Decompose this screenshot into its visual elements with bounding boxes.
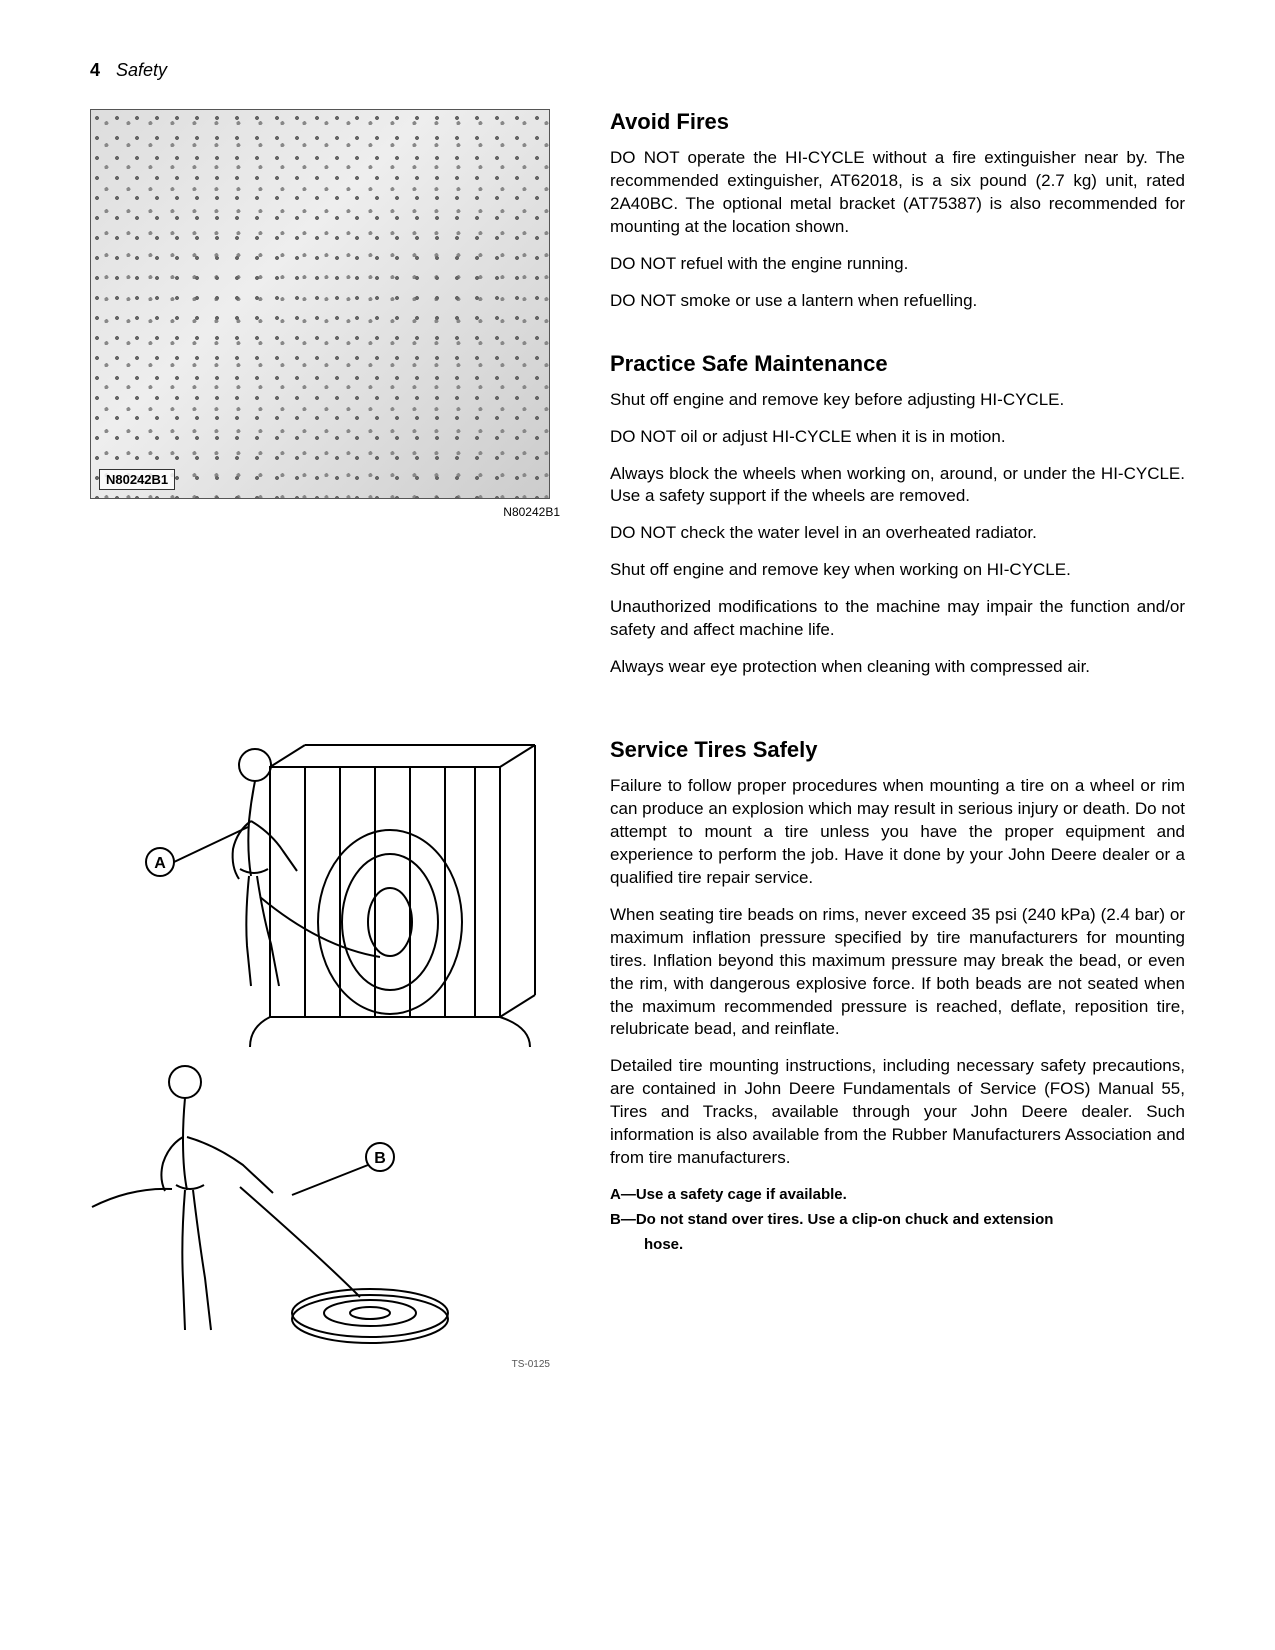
figure-label-on-image: N80242B1	[99, 469, 175, 490]
heading-practice-safe: Practice Safe Maintenance	[610, 351, 1185, 377]
legend-b-line2: hose.	[610, 1234, 1185, 1255]
avoid-fires-p2: DO NOT refuel with the engine running.	[610, 253, 1185, 276]
page-number: 4	[90, 60, 100, 81]
right-column-1: Avoid Fires DO NOT operate the HI-CYCLE …	[610, 109, 1185, 693]
practice-safe-p5: Shut off engine and remove key when work…	[610, 559, 1185, 582]
service-tires-p2: When seating tire beads on rims, never e…	[610, 904, 1185, 1042]
heading-service-tires: Service Tires Safely	[610, 737, 1185, 763]
right-column-2: Service Tires Safely Failure to follow p…	[610, 737, 1185, 1259]
callout-a-label: A	[154, 855, 166, 872]
legend-a: A—Use a safety cage if available.	[610, 1184, 1185, 1205]
page-header: 4 Safety	[90, 60, 1185, 81]
left-column-2: A B TS-0125	[90, 737, 570, 1370]
figure-halftone-fill	[91, 110, 549, 498]
service-tires-p3: Detailed tire mounting instructions, inc…	[610, 1055, 1185, 1170]
page-content: N80242B1 N80242B1 Avoid Fires DO NOT ope…	[90, 109, 1185, 1370]
practice-safe-p1: Shut off engine and remove key before ad…	[610, 389, 1185, 412]
legend-b-line1: B—Do not stand over tires. Use a clip-on…	[610, 1209, 1185, 1230]
callout-b-label: B	[374, 1150, 386, 1167]
practice-safe-p6: Unauthorized modifications to the machin…	[610, 596, 1185, 642]
practice-safe-p3: Always block the wheels when working on,…	[610, 463, 1185, 509]
content-row-1: N80242B1 N80242B1 Avoid Fires DO NOT ope…	[90, 109, 1185, 693]
figure-tire-safety: A B	[90, 737, 550, 1357]
tire-safety-svg: A B	[90, 737, 550, 1357]
content-row-2: A B TS-0125 Service Tires Safely Failure…	[90, 737, 1185, 1370]
left-column-1: N80242B1 N80242B1	[90, 109, 570, 519]
figure-label-below: N80242B1	[90, 505, 570, 519]
avoid-fires-p3: DO NOT smoke or use a lantern when refue…	[610, 290, 1185, 313]
practice-safe-p7: Always wear eye protection when cleaning…	[610, 656, 1185, 679]
practice-safe-p4: DO NOT check the water level in an overh…	[610, 522, 1185, 545]
avoid-fires-p1: DO NOT operate the HI-CYCLE without a fi…	[610, 147, 1185, 239]
service-tires-p1: Failure to follow proper procedures when…	[610, 775, 1185, 890]
heading-avoid-fires: Avoid Fires	[610, 109, 1185, 135]
practice-safe-p2: DO NOT oil or adjust HI-CYCLE when it is…	[610, 426, 1185, 449]
figure-legend: A—Use a safety cage if available. B—Do n…	[610, 1184, 1185, 1255]
figure2-label-below: TS-0125	[90, 1359, 570, 1370]
figure-fire-extinguisher: N80242B1	[90, 109, 550, 499]
page-section-title: Safety	[116, 60, 167, 81]
